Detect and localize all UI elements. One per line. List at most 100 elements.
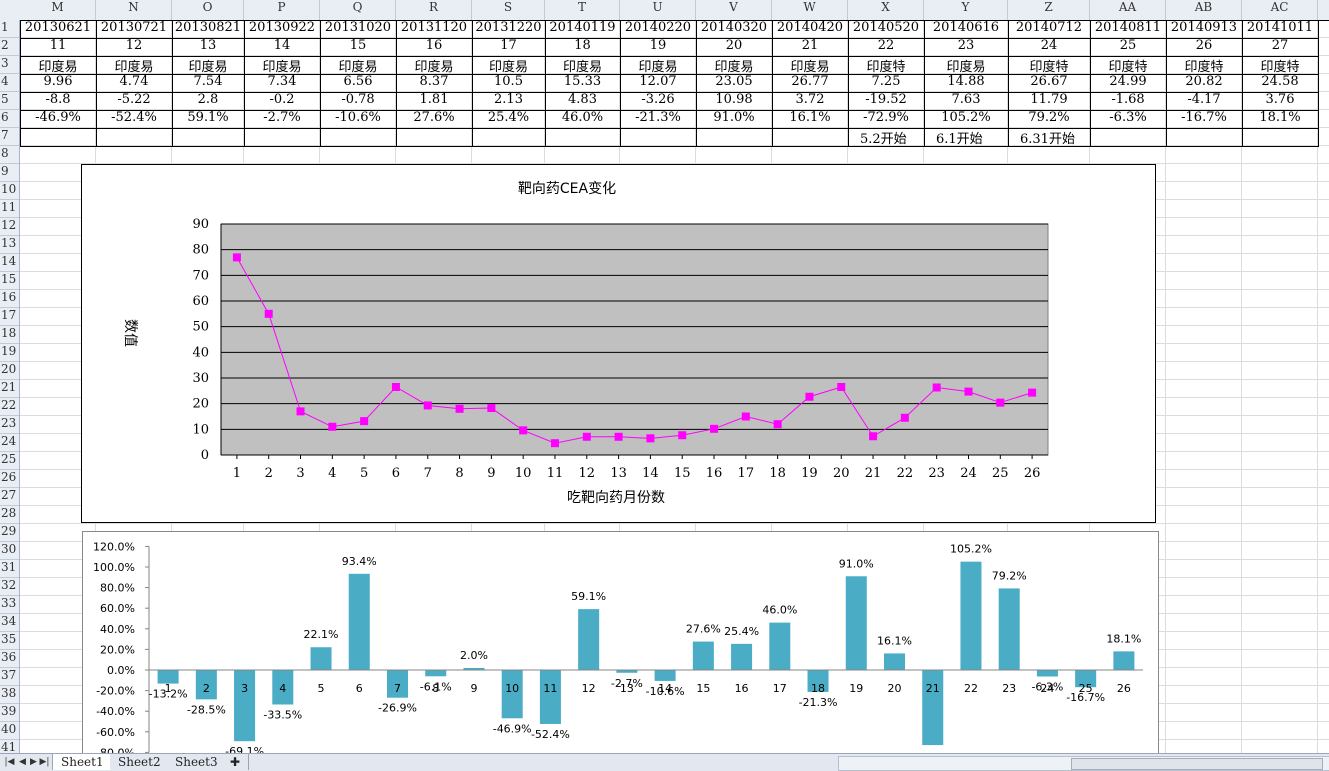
data-cell[interactable] [96,128,173,147]
data-cell[interactable]: 20131220 [472,20,546,39]
data-cell[interactable]: -46.9% [20,110,97,129]
data-cell[interactable]: 20140712 [1008,20,1091,39]
data-cell[interactable]: 5.2开始 [848,128,925,147]
last-sheet-icon[interactable]: ▶| [39,757,50,767]
row-header[interactable]: 30 [0,542,19,560]
data-cell[interactable]: 20140811 [1090,20,1167,39]
column-header[interactable]: AC [1242,0,1318,20]
insert-sheet-icon[interactable]: ✚ [226,754,249,770]
data-cell[interactable]: -0.2 [244,92,321,111]
row-header[interactable]: 26 [0,470,19,488]
data-cell[interactable]: 20130922 [244,20,321,39]
data-cell[interactable]: -10.6% [320,110,397,129]
column-header[interactable]: V [696,0,772,20]
data-cell[interactable]: 26 [1166,38,1243,57]
column-header[interactable]: X [848,0,924,20]
data-cell[interactable] [1242,128,1319,147]
data-cell[interactable]: 27.6% [396,110,473,129]
row-header[interactable]: 29 [0,524,19,542]
data-cell[interactable] [472,128,546,147]
column-header[interactable]: AA [1090,0,1166,20]
data-cell[interactable]: 20130621 [20,20,97,39]
row-header[interactable]: 37 [0,668,19,686]
data-cell[interactable] [396,128,473,147]
row-header[interactable]: 35 [0,632,19,650]
data-cell[interactable]: 印度易 [320,56,397,75]
column-header[interactable]: T [545,0,620,20]
data-cell[interactable]: 20140913 [1166,20,1243,39]
row-header[interactable]: 25 [0,452,19,470]
data-cell[interactable]: 20 [696,38,773,57]
row-header[interactable]: 19 [0,344,19,362]
data-cell[interactable]: 4.74 [96,74,173,93]
data-cell[interactable]: 3.76 [1242,92,1319,111]
data-cell[interactable]: 印度特 [848,56,925,75]
data-cell[interactable]: 7.34 [244,74,321,93]
data-cell[interactable]: 20140220 [620,20,697,39]
data-cell[interactable]: 印度易 [545,56,621,75]
column-header[interactable]: N [96,0,172,20]
data-cell[interactable]: 20131120 [396,20,473,39]
row-header[interactable]: 40 [0,722,19,740]
row-header[interactable]: 10 [0,182,19,200]
data-cell[interactable]: 26.67 [1008,74,1091,93]
row-header[interactable]: 12 [0,218,19,236]
row-header[interactable]: 34 [0,614,19,632]
data-cell[interactable]: 印度易 [472,56,546,75]
row-header[interactable]: 23 [0,416,19,434]
data-cell[interactable]: 20140119 [545,20,621,39]
data-cell[interactable]: -4.17 [1166,92,1243,111]
sheet-tab-1[interactable]: Sheet1 [52,754,113,770]
data-cell[interactable]: 8.37 [396,74,473,93]
row-header[interactable]: 28 [0,506,19,524]
data-cell[interactable]: -8.8 [20,92,97,111]
next-sheet-icon[interactable]: ▶ [30,757,37,767]
data-cell[interactable]: 印度特 [1166,56,1243,75]
data-cell[interactable]: 印度易 [772,56,849,75]
row-header[interactable]: 2 [0,38,19,56]
column-header[interactable]: Q [320,0,396,20]
data-cell[interactable]: 7.54 [172,74,245,93]
data-cell[interactable]: 25.4% [472,110,546,129]
row-header[interactable]: 6 [0,110,19,128]
row-header[interactable]: 3 [0,56,19,74]
column-header[interactable]: M [20,0,96,20]
data-cell[interactable]: 印度特 [1090,56,1167,75]
column-header[interactable]: AB [1166,0,1242,20]
data-cell[interactable]: 16 [396,38,473,57]
horizontal-scrollbar[interactable] [838,756,1329,771]
row-header[interactable]: 8 [0,146,19,164]
data-cell[interactable]: 46.0% [545,110,621,129]
data-cell[interactable]: 12.07 [620,74,697,93]
data-cell[interactable] [545,128,621,147]
row-header[interactable]: 17 [0,308,19,326]
data-cell[interactable]: 20131020 [320,20,397,39]
data-cell[interactable]: 印度特 [1008,56,1091,75]
data-cell[interactable]: 20130821 [172,20,245,39]
column-header[interactable]: S [472,0,545,20]
data-cell[interactable]: 25 [1090,38,1167,57]
data-cell[interactable]: 7.63 [924,92,1009,111]
first-sheet-icon[interactable]: |◀ [4,757,15,767]
sheet-tab-3[interactable]: Sheet3 [167,754,227,770]
data-cell[interactable]: 印度易 [396,56,473,75]
data-cell[interactable]: 11.79 [1008,92,1091,111]
row-header[interactable]: 4 [0,74,19,92]
row-header[interactable]: 9 [0,164,19,182]
row-header[interactable]: 39 [0,704,19,722]
row-header[interactable]: 15 [0,272,19,290]
data-cell[interactable]: 10.5 [472,74,546,93]
data-cell[interactable]: 印度特 [1242,56,1319,75]
data-cell[interactable]: 105.2% [924,110,1009,129]
data-cell[interactable]: 3.72 [772,92,849,111]
data-cell[interactable]: -72.9% [848,110,925,129]
data-cell[interactable]: 印度易 [96,56,173,75]
data-cell[interactable]: 2.13 [472,92,546,111]
data-cell[interactable]: 印度易 [696,56,773,75]
data-cell[interactable]: 26.77 [772,74,849,93]
data-cell[interactable]: -52.4% [96,110,173,129]
data-cell[interactable]: 印度易 [172,56,245,75]
column-header[interactable]: W [772,0,848,20]
data-cell[interactable] [1166,128,1243,147]
data-cell[interactable]: 23 [924,38,1009,57]
